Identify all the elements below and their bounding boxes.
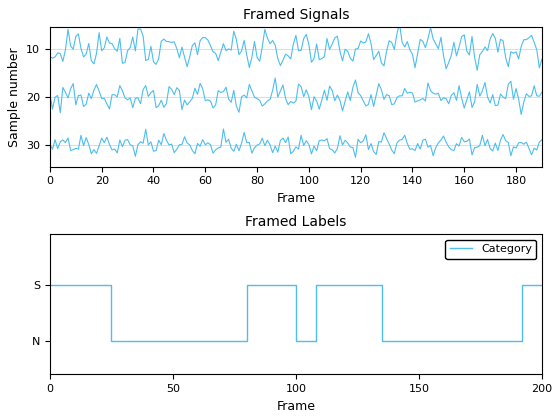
Category: [244, 282, 250, 287]
Category: [108, 282, 115, 287]
Line: Category: Category: [50, 285, 542, 341]
X-axis label: Frame: Frame: [277, 192, 315, 205]
Y-axis label: Sample number: Sample number: [7, 47, 21, 147]
Title: Framed Signals: Framed Signals: [242, 8, 349, 21]
Title: Framed Labels: Framed Labels: [245, 215, 347, 229]
Legend: Category: Category: [445, 240, 536, 259]
Category: [46, 282, 53, 287]
Category: [379, 282, 385, 287]
Category: [108, 338, 115, 343]
X-axis label: Frame: Frame: [277, 399, 315, 412]
Category: [312, 338, 319, 343]
Category: [244, 338, 250, 343]
Category: [379, 338, 385, 343]
Category: [292, 282, 299, 287]
Category: [519, 282, 526, 287]
Category: [519, 338, 526, 343]
Category: [539, 282, 545, 287]
Category: [312, 282, 319, 287]
Category: [292, 338, 299, 343]
